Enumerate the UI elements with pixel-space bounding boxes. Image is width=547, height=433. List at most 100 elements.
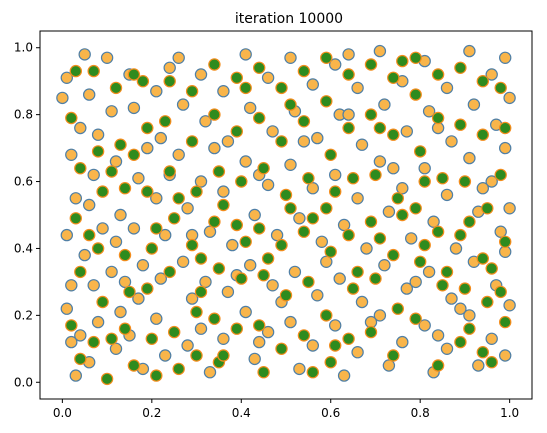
scatter-point: [60, 302, 74, 315]
scatter-point: [69, 64, 83, 78]
scatter-point: [320, 95, 333, 108]
scatter-point: [315, 235, 328, 248]
scatter-point: [476, 346, 489, 359]
scatter-point: [167, 212, 181, 225]
scatter-point: [440, 188, 454, 202]
scatter-point: [185, 84, 199, 98]
scatter-point: [418, 161, 431, 175]
scatter-point: [297, 64, 311, 78]
scatter-point: [279, 289, 293, 302]
scatter-point: [405, 232, 418, 245]
scatter-point: [118, 248, 132, 262]
scatter-point: [150, 222, 163, 235]
scatter-point: [499, 315, 512, 329]
scatter-point: [65, 148, 78, 161]
scatter-point: [373, 232, 387, 245]
scatter-point: [261, 325, 275, 339]
scatter-point: [82, 198, 96, 212]
scatter-point: [351, 192, 364, 205]
scatter-point: [65, 279, 78, 292]
scatter-point: [56, 91, 69, 105]
scatter-point: [499, 141, 512, 155]
scatter-point: [396, 54, 409, 68]
scatter-point: [239, 305, 252, 319]
scatter-point: [396, 208, 409, 222]
scatter-point: [499, 235, 512, 248]
scatter-point: [481, 202, 494, 215]
scatter-point: [481, 295, 494, 309]
scatter-point: [324, 356, 337, 369]
scatter-point: [78, 248, 91, 262]
scatter-point: [351, 265, 364, 279]
scatter-point: [226, 238, 239, 252]
scatter-point: [329, 185, 342, 198]
scatter-point: [87, 279, 100, 292]
scatter-point: [503, 299, 516, 312]
scatter-point: [109, 342, 123, 355]
scatter-point: [190, 185, 203, 198]
scatter-point: [253, 61, 266, 75]
scatter-point: [445, 292, 458, 305]
scatter-point: [476, 181, 489, 195]
scatter-point: [118, 181, 132, 195]
scatter-point: [60, 228, 74, 242]
scatter-point: [387, 71, 400, 85]
scatter-point: [176, 255, 190, 268]
y-tick-label: 0.8: [14, 108, 33, 122]
scatter-point: [311, 289, 324, 302]
scatter-point: [141, 121, 154, 135]
scatter-point: [248, 352, 261, 366]
scatter-point: [454, 335, 467, 349]
scatter-point: [458, 282, 472, 295]
scatter-point: [422, 105, 436, 118]
scatter-point: [378, 259, 391, 272]
scatter-point: [243, 101, 257, 115]
scatter-point: [306, 78, 319, 91]
scatter-point: [158, 228, 172, 242]
scatter-point: [329, 319, 342, 332]
scatter-point: [65, 319, 78, 332]
scatter-point: [279, 188, 293, 202]
scatter-point: [440, 81, 454, 95]
scatter-point: [364, 215, 378, 228]
scatter-point: [199, 275, 212, 289]
scatter-point: [414, 255, 427, 268]
scatter-point: [409, 51, 422, 65]
scatter-point: [132, 292, 145, 305]
scatter-point: [454, 228, 467, 242]
scatter-point: [431, 329, 445, 342]
scatter-point: [387, 128, 400, 141]
scatter-point: [476, 252, 489, 265]
scatter-point: [154, 131, 167, 145]
scatter-point: [270, 228, 284, 242]
scatter-point: [91, 242, 105, 255]
scatter-point: [391, 192, 404, 205]
scatter-point: [364, 108, 378, 121]
scatter-point: [494, 225, 507, 238]
scatter-point: [150, 369, 163, 382]
scatter-point: [329, 58, 342, 71]
scatter-point: [409, 202, 422, 215]
scatter-point: [114, 138, 127, 151]
scatter-point: [69, 369, 83, 382]
scatter-point: [74, 329, 87, 342]
scatter-point: [485, 332, 498, 345]
scatter-point: [239, 81, 252, 95]
scatter-point: [261, 71, 275, 85]
scatter-point: [199, 115, 212, 128]
scatter-point: [369, 272, 382, 285]
scatter-point: [275, 135, 288, 148]
scatter-point: [132, 171, 145, 185]
scatter-point: [208, 141, 221, 155]
scatter-point: [266, 279, 279, 292]
scatter-point: [499, 121, 512, 135]
scatter-point: [208, 215, 221, 228]
scatter-point: [458, 175, 472, 188]
scatter-point: [342, 108, 355, 121]
scatter-point: [105, 105, 118, 118]
scatter-point: [217, 332, 230, 345]
scatter-point: [60, 71, 74, 85]
scatter-point: [476, 128, 489, 141]
scatter-point: [194, 68, 208, 81]
scatter-point: [324, 245, 337, 258]
